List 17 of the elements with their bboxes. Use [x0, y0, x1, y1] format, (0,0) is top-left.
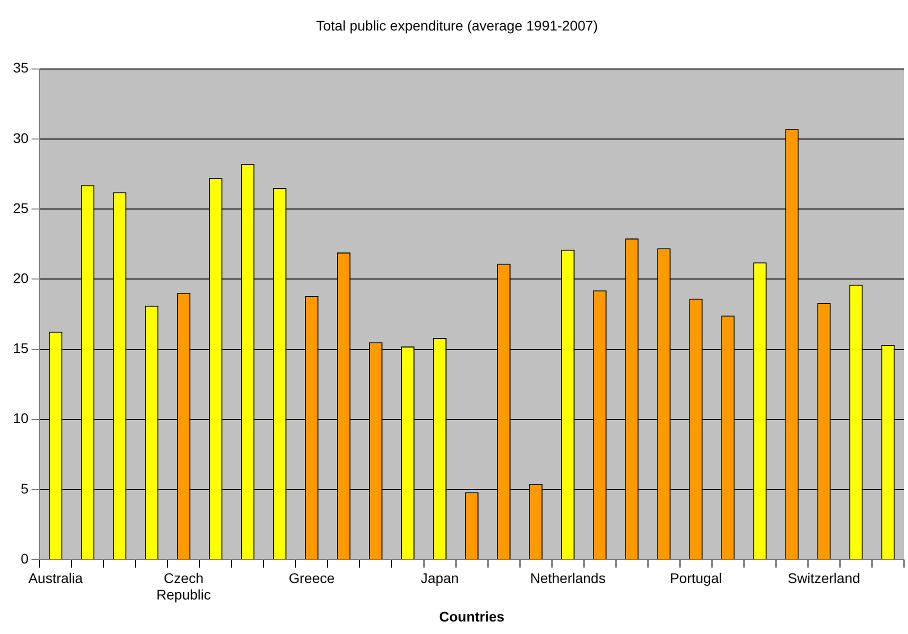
y-tick-label: 15: [12, 340, 29, 356]
x-tick-label: Portugal: [670, 570, 722, 586]
y-tick-label: 25: [12, 200, 29, 216]
chart-title: Total public expenditure (average 1991-2007): [316, 17, 598, 34]
y-tick-label: 35: [12, 60, 29, 76]
x-tick-label: Netherlands: [530, 570, 606, 586]
x-tick-label: Switzerland: [788, 570, 860, 586]
y-tick-label: 30: [12, 130, 29, 146]
y-tick-label: 10: [12, 410, 29, 426]
x-tick-label: Greece: [288, 570, 335, 586]
x-axis-title: Countries: [439, 608, 505, 624]
y-tick-label: 20: [12, 270, 29, 286]
y-tick-label: 0: [20, 550, 29, 566]
x-tick-label: Japan: [420, 570, 459, 586]
x-tick-label: Australia: [28, 570, 84, 586]
x-tick-label: Czech Republic: [156, 570, 211, 603]
y-tick-label: 5: [20, 480, 29, 496]
